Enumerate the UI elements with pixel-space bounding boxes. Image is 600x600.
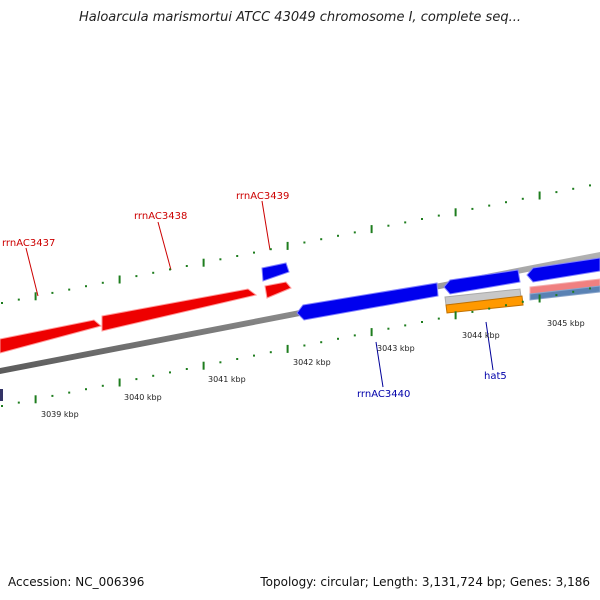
- scale-label-3041: 3041 kbp: [208, 375, 246, 384]
- gene-label-hat5[interactable]: hat5: [484, 371, 507, 382]
- accession-text: Accession: NC_006396: [8, 575, 145, 589]
- gene-label-rrnAC3440[interactable]: rrnAC3440: [357, 389, 410, 400]
- leader-hat5: [485, 321, 494, 371]
- scale-label-3039: 3039 kbp: [41, 410, 79, 419]
- gene-arrow-rrnAC3437[interactable]: [0, 319, 103, 354]
- gene-arrow-rrnAC3440[interactable]: [296, 282, 439, 321]
- gene-arrow-blue-reverse-3[interactable]: [526, 257, 600, 283]
- leader-rrnAC3438: [157, 221, 172, 271]
- scale-label-3042: 3042 kbp: [293, 358, 331, 367]
- feature-steel: [529, 285, 600, 301]
- gene-arrow-rrnAC3438[interactable]: [101, 288, 258, 332]
- leader-rrnAC3437: [25, 247, 39, 297]
- map-title: Haloarcula marismortui ATCC 43049 chromo…: [79, 10, 521, 25]
- scale-label-3040: 3040 kbp: [124, 393, 162, 402]
- scale-label-3045: 3045 kbp: [547, 319, 585, 328]
- gene-label-rrnAC3437[interactable]: rrnAC3437: [2, 238, 55, 249]
- gene-label-rrnAC3439[interactable]: rrnAC3439: [236, 191, 289, 202]
- gene-arrow-rrnAC3439[interactable]: [264, 281, 292, 299]
- leader-rrnAC3439: [261, 200, 271, 251]
- gene-arrow-blue-forward[interactable]: [261, 262, 290, 282]
- summary-text: Topology: circular; Length: 3,131,724 bp…: [260, 575, 590, 589]
- scale-label-3044: 3044 kbp: [462, 331, 500, 340]
- feature-dark-edge: [0, 389, 3, 401]
- leader-rrnAC3440: [375, 341, 384, 388]
- gene-arrow-blue-reverse-2[interactable]: [443, 269, 521, 295]
- feature-light-red: [529, 278, 600, 296]
- feature-orange-hat5: [445, 295, 524, 314]
- scale-ticks: [1, 184, 591, 407]
- scale-label-3043: 3043 kbp: [377, 344, 415, 353]
- gene-label-rrnAC3438[interactable]: rrnAC3438: [134, 211, 187, 222]
